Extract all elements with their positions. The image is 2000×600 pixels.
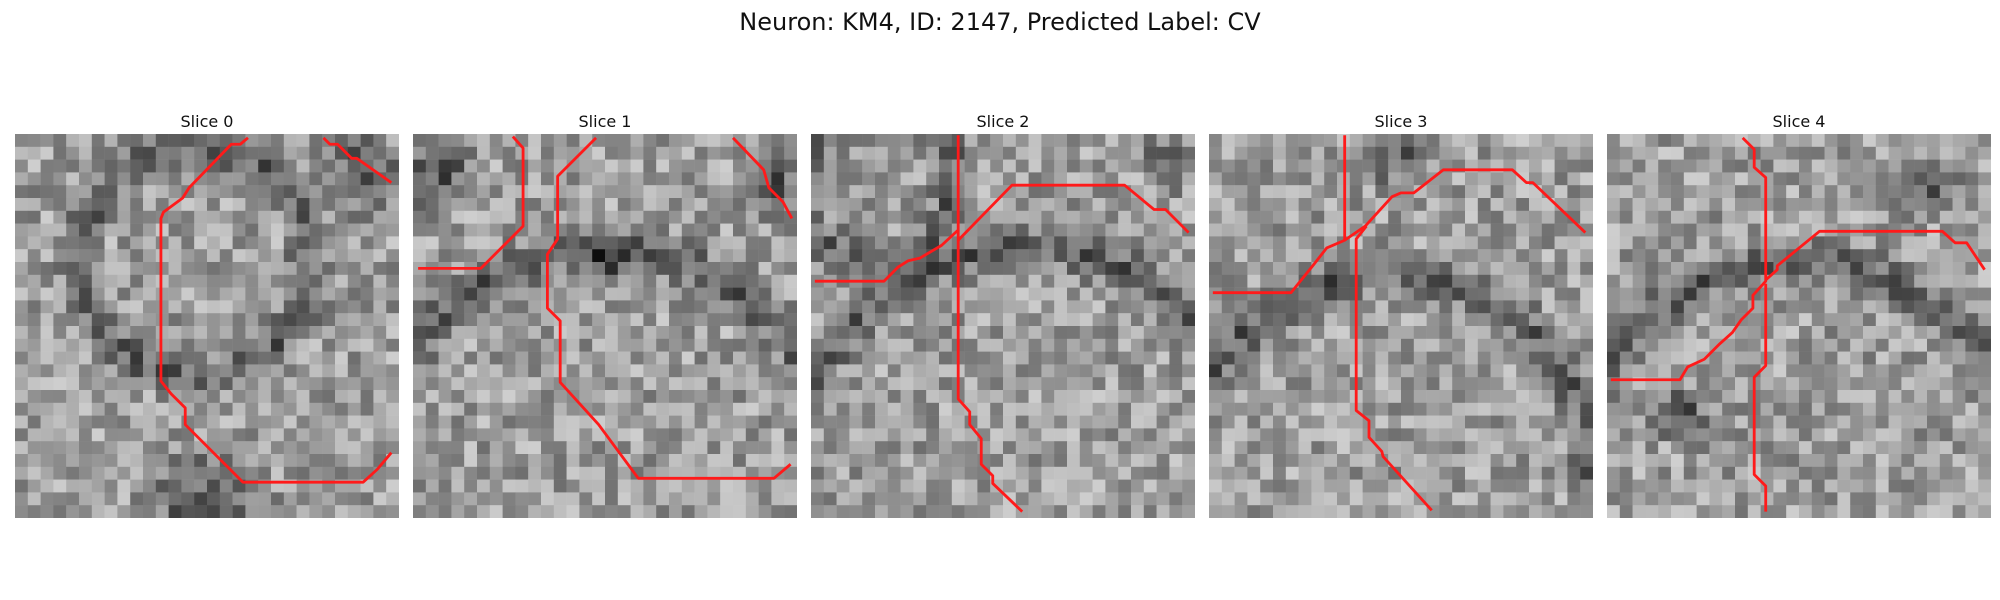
boundary-trace xyxy=(1354,225,1433,512)
boundary-trace xyxy=(418,135,525,270)
slice-image-4 xyxy=(1607,134,1991,518)
slice-title-0: Slice 0 xyxy=(180,112,234,131)
pixel-grid xyxy=(413,134,797,518)
slice-image-1 xyxy=(413,134,797,518)
boundary-trace xyxy=(731,136,794,220)
pixel-grid xyxy=(1607,134,1991,518)
pixel-grid xyxy=(15,134,399,518)
slice-title-2: Slice 2 xyxy=(976,112,1030,131)
slice-image-3 xyxy=(1209,134,1593,518)
slice-image-2 xyxy=(811,134,1195,518)
boundary-trace xyxy=(814,135,960,283)
slice-title-3: Slice 3 xyxy=(1374,112,1428,131)
slice-title-1: Slice 1 xyxy=(578,112,632,131)
slice-panel-0: Slice 0 xyxy=(15,110,399,518)
slice-panel-4: Slice 4 xyxy=(1607,110,1991,518)
pixel-grid xyxy=(1209,134,1593,518)
boundary-trace xyxy=(1752,283,1768,512)
boundary-trace xyxy=(1343,168,1587,242)
boundary-trace xyxy=(159,136,393,484)
boundary-trace xyxy=(956,230,1024,513)
slice-panel-1: Slice 1 xyxy=(413,110,797,518)
boundary-trace xyxy=(322,136,393,184)
boundary-trace xyxy=(957,183,1190,242)
slice-image-0 xyxy=(15,134,399,518)
slice-panel-3: Slice 3 xyxy=(1209,110,1593,518)
slice-title-4: Slice 4 xyxy=(1772,112,1826,131)
figure-title: Neuron: KM4, ID: 2147, Predicted Label: … xyxy=(739,8,1261,36)
boundary-trace xyxy=(1212,135,1347,295)
slice-panel-2: Slice 2 xyxy=(811,110,1195,518)
boundary-trace xyxy=(1764,229,1986,281)
boundary-trace xyxy=(545,136,792,480)
boundary-trace xyxy=(1610,136,1768,382)
pixel-grid xyxy=(811,134,1195,518)
